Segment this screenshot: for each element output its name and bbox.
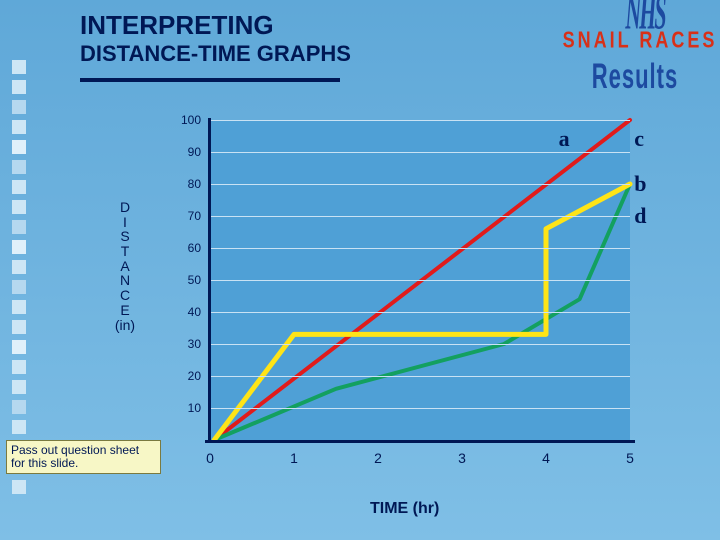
x-tick-labels: 012345 (210, 450, 630, 470)
y-tick: 30 (161, 337, 201, 351)
title-block: INTERPRETING DISTANCE-TIME GRAPHS (80, 10, 351, 67)
y-tick: 60 (161, 241, 201, 255)
y-axis (208, 118, 211, 443)
series-label-b: b (634, 171, 646, 197)
series-label-a: a (559, 126, 570, 152)
y-label-char: C (110, 288, 140, 303)
series-label-d: d (634, 203, 646, 229)
y-label-char: E (110, 303, 140, 318)
x-tick: 2 (374, 450, 382, 466)
y-tick: 80 (161, 177, 201, 191)
x-axis-label: TIME (hr) (370, 500, 439, 518)
gridline (210, 216, 630, 217)
gridline (210, 248, 630, 249)
y-tick: 50 (161, 273, 201, 287)
title-sub: DISTANCE-TIME GRAPHS (80, 41, 351, 67)
gridline (210, 120, 630, 121)
chart-area: acbd (210, 120, 630, 440)
y-axis-label: DISTANCE(in) (110, 200, 140, 332)
gridline (210, 184, 630, 185)
wordart-results: Results (575, 56, 695, 98)
x-tick: 4 (542, 450, 550, 466)
x-tick: 5 (626, 450, 634, 466)
y-label-char: N (110, 273, 140, 288)
x-axis (205, 440, 635, 443)
series-label-c: c (634, 126, 644, 152)
y-label-char: D (110, 200, 140, 215)
y-tick: 10 (161, 401, 201, 415)
gridline (210, 344, 630, 345)
wordart-snail: SNAIL RACES (560, 27, 720, 54)
speaker-note: Pass out question sheet for this slide. (6, 440, 161, 474)
title-rule (80, 78, 340, 82)
title-main: INTERPRETING (80, 10, 351, 41)
y-tick: 90 (161, 145, 201, 159)
gridline (210, 312, 630, 313)
y-tick: 70 (161, 209, 201, 223)
y-tick: 40 (161, 305, 201, 319)
y-label-char: T (110, 244, 140, 259)
y-label-char: (in) (110, 318, 140, 333)
x-tick: 0 (206, 450, 214, 466)
y-tick: 20 (161, 369, 201, 383)
y-tick-labels: 102030405060708090100 (160, 120, 205, 440)
x-tick: 1 (290, 450, 298, 466)
slide: INTERPRETING DISTANCE-TIME GRAPHS NHS SN… (0, 0, 720, 540)
y-label-char: A (110, 259, 140, 274)
gridline (210, 408, 630, 409)
gridline (210, 280, 630, 281)
y-tick: 100 (161, 113, 201, 127)
x-tick: 3 (458, 450, 466, 466)
y-label-char: S (110, 229, 140, 244)
gridline (210, 376, 630, 377)
gridline (210, 152, 630, 153)
y-label-char: I (110, 215, 140, 230)
